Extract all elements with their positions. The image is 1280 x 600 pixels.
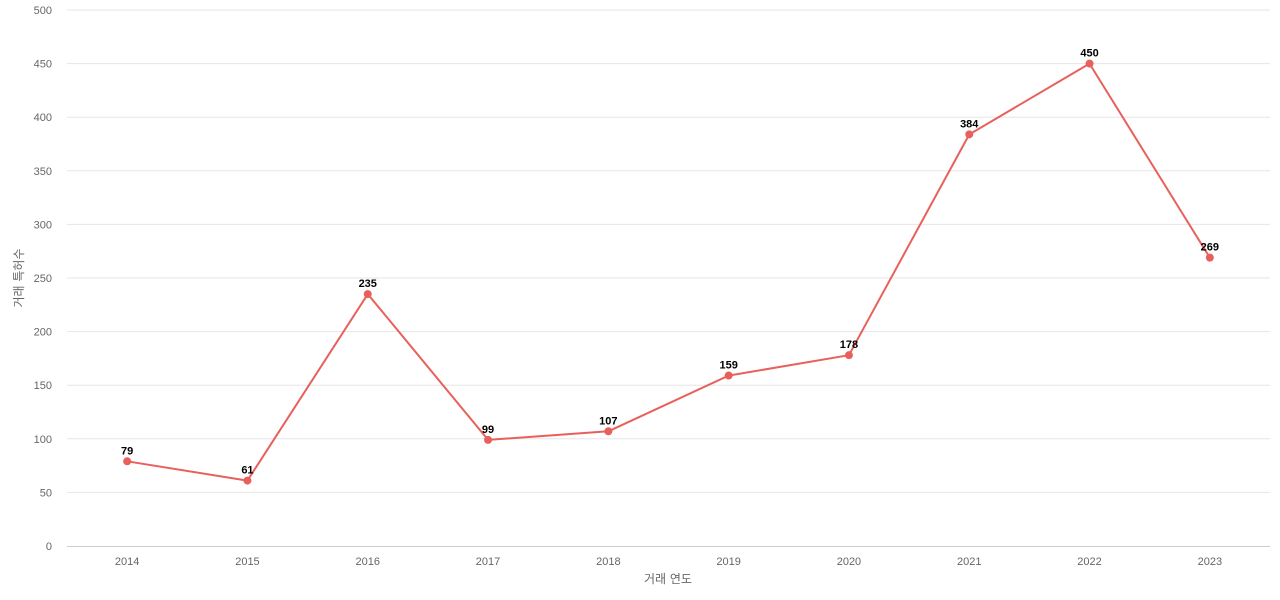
- data-point[interactable]: [1085, 59, 1094, 68]
- x-tick-label: 2021: [957, 556, 981, 568]
- y-tick-label: 400: [34, 112, 52, 124]
- x-tick-label: 2020: [837, 556, 861, 568]
- y-tick-label: 100: [34, 434, 52, 446]
- gridlines: [67, 9, 1270, 493]
- data-point[interactable]: [965, 130, 974, 139]
- data-labels: 79 61 235 99 107 159 178 384 450 269: [121, 48, 1219, 477]
- y-tick-label: 200: [34, 327, 52, 339]
- y-tick-label: 300: [34, 219, 52, 231]
- data-point[interactable]: [243, 476, 252, 485]
- data-point[interactable]: [1205, 253, 1214, 262]
- data-label: 159: [719, 360, 737, 372]
- x-axis-title: 거래 연도: [644, 572, 692, 586]
- data-label: 235: [359, 278, 377, 290]
- y-axis-ticks: 0 50 100 150 200 250 300 350 400 450 500: [34, 5, 52, 553]
- data-label: 384: [960, 118, 979, 130]
- data-point[interactable]: [484, 435, 493, 444]
- data-label: 99: [482, 424, 494, 436]
- x-tick-label: 2014: [115, 556, 139, 568]
- y-tick-label: 50: [40, 487, 52, 499]
- data-label: 269: [1201, 242, 1219, 254]
- x-axis-ticks: 2014 2015 2016 2017 2018 2019 2020 2021 2022 2023: [115, 556, 1222, 568]
- y-tick-label: 500: [34, 5, 52, 17]
- y-tick-label: 0: [46, 541, 52, 553]
- x-tick-label: 2017: [476, 556, 500, 568]
- data-point[interactable]: [844, 351, 853, 360]
- series-layer: [123, 59, 1214, 485]
- x-tick-label: 2022: [1077, 556, 1101, 568]
- y-tick-label: 350: [34, 166, 52, 178]
- data-point[interactable]: [724, 371, 733, 380]
- data-point[interactable]: [123, 457, 132, 466]
- y-tick-label: 450: [34, 59, 52, 71]
- data-label: 79: [121, 445, 133, 457]
- series-line: [127, 62, 1211, 482]
- y-tick-label: 150: [34, 380, 52, 392]
- x-tick-label: 2016: [356, 556, 380, 568]
- data-point[interactable]: [363, 290, 372, 299]
- y-axis-title: 거래 특허수: [12, 248, 26, 307]
- data-label: 178: [840, 339, 858, 351]
- data-point[interactable]: [604, 427, 613, 436]
- x-tick-label: 2015: [235, 556, 259, 568]
- data-label: 61: [241, 465, 253, 477]
- data-label: 450: [1080, 48, 1098, 60]
- y-tick-label: 250: [34, 273, 52, 285]
- data-label: 107: [599, 415, 617, 427]
- x-tick-label: 2019: [716, 556, 740, 568]
- x-tick-label: 2023: [1198, 556, 1222, 568]
- x-tick-label: 2018: [596, 556, 620, 568]
